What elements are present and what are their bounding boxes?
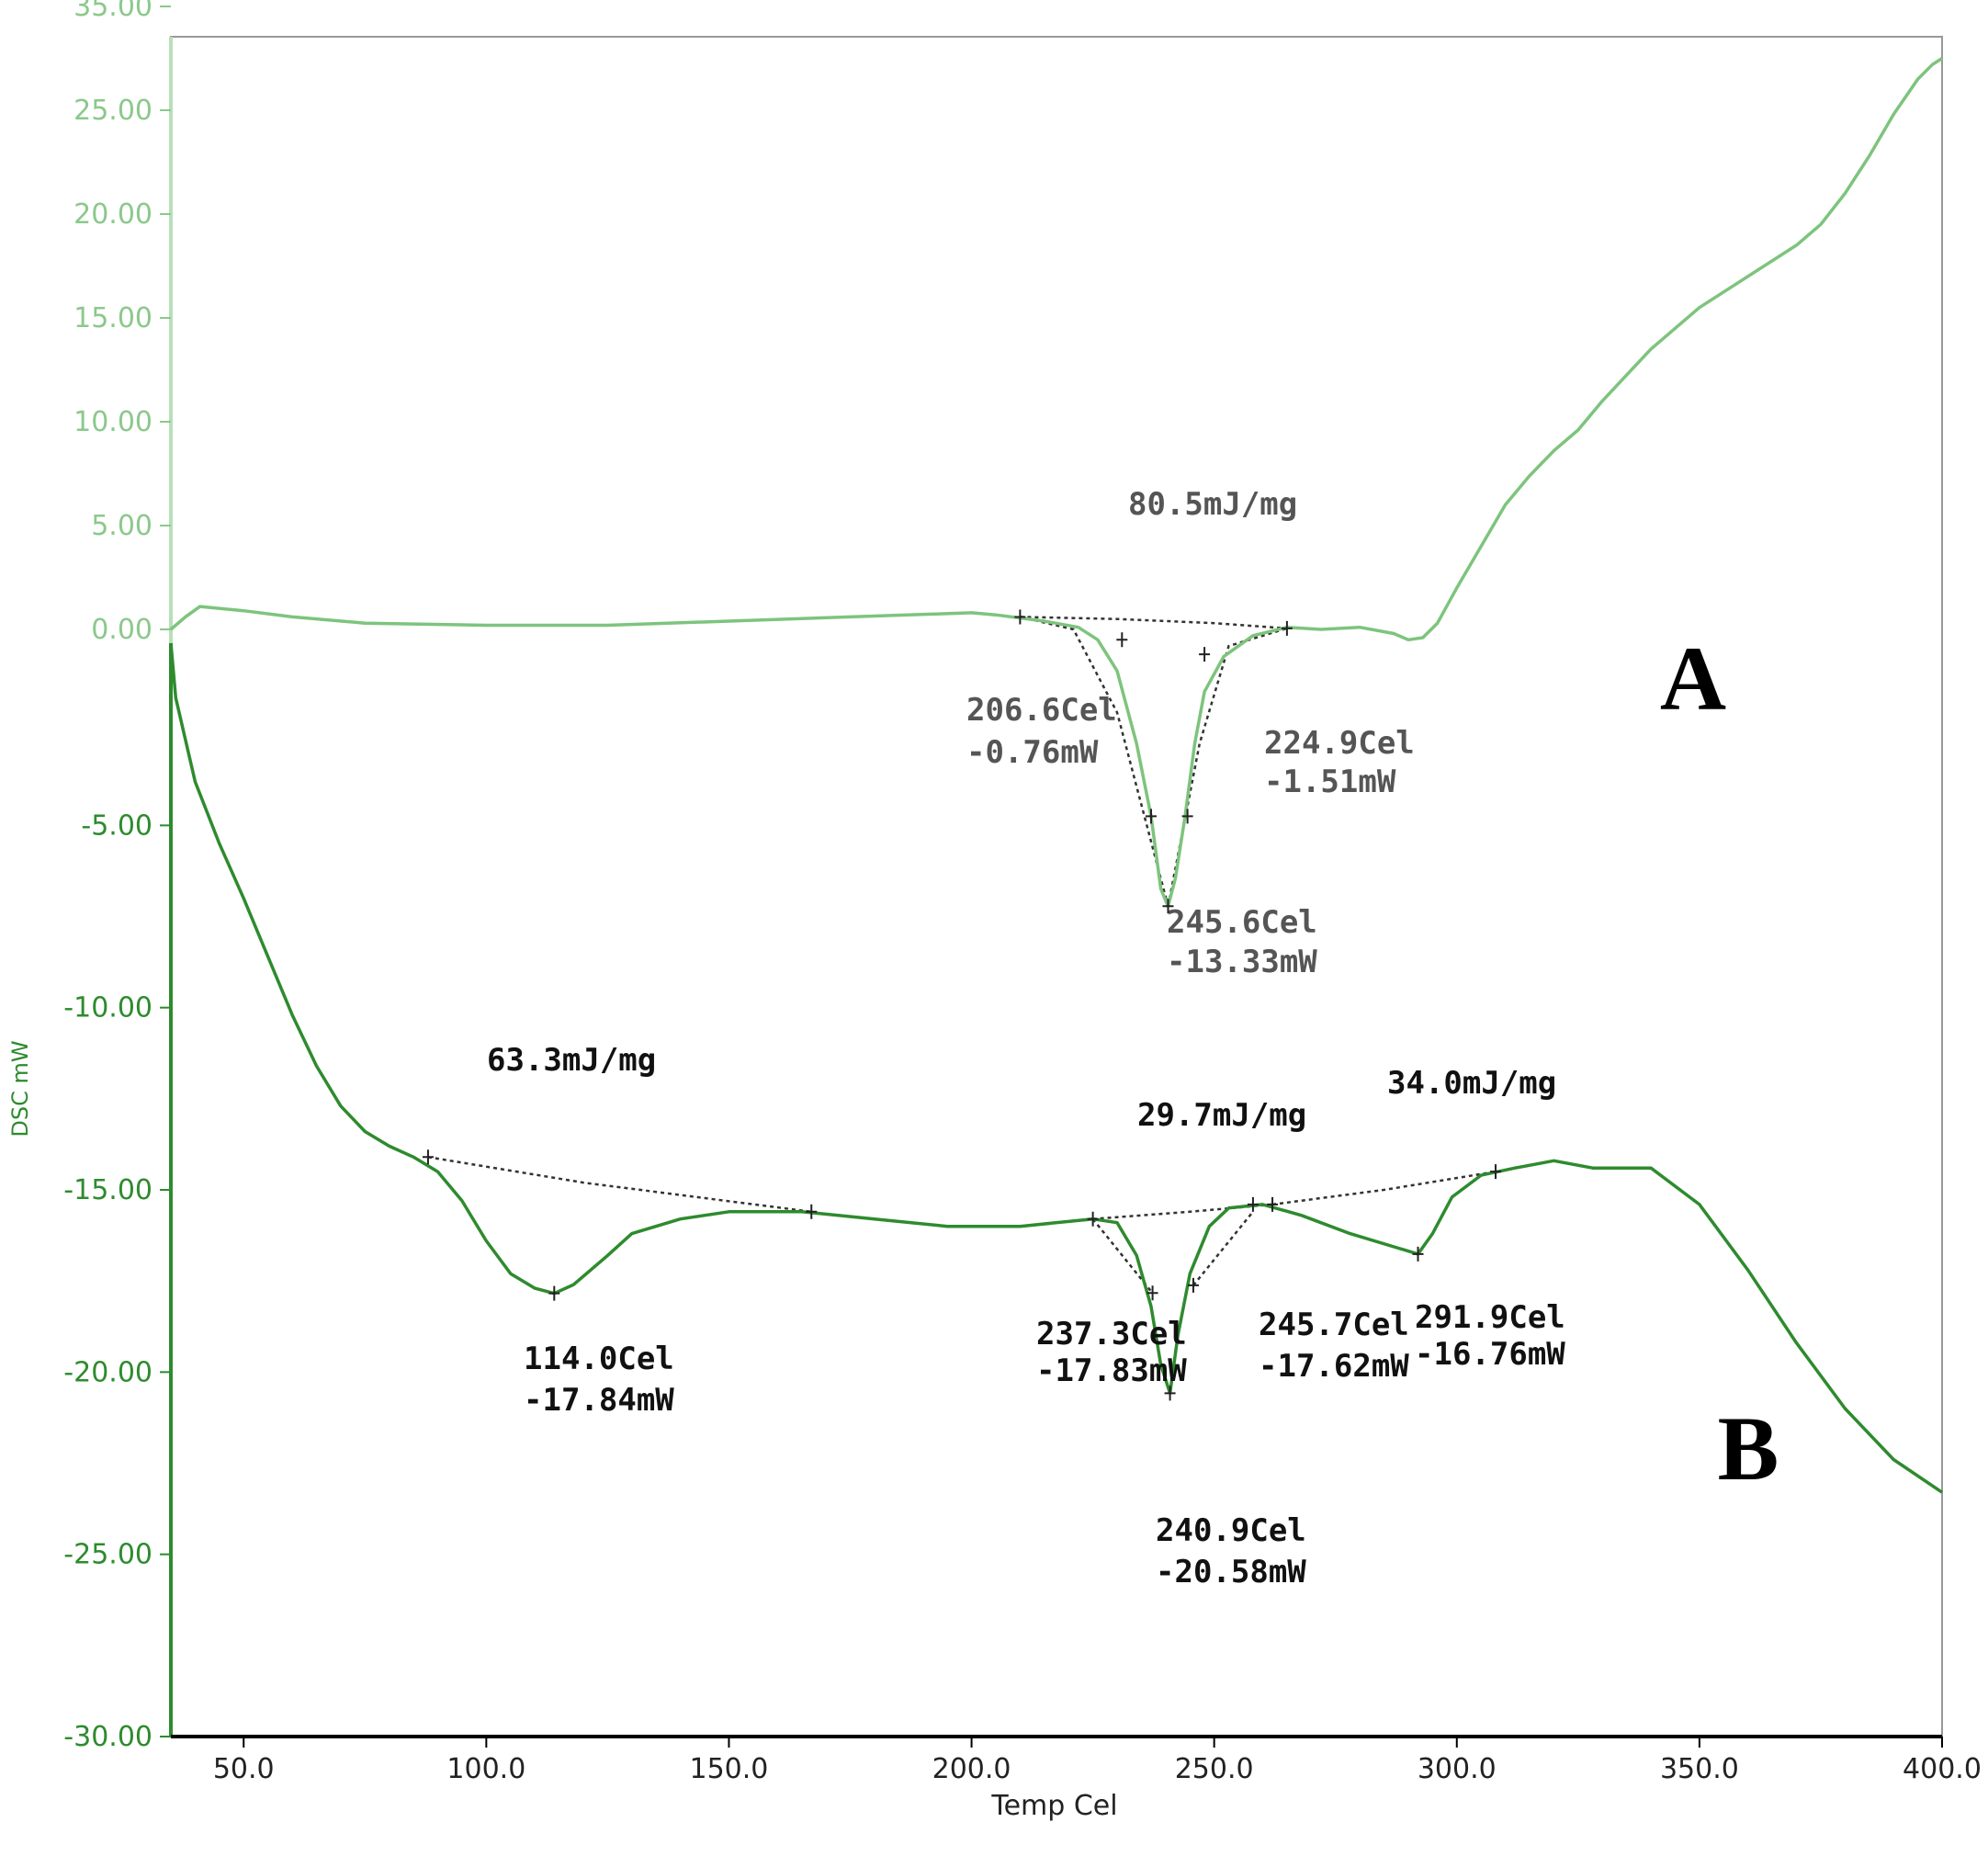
baseline-b-peak1 [427, 1156, 812, 1214]
y-tick-a-label: 15.00 [73, 302, 152, 334]
y-tick-a-label: 5.00 [91, 510, 152, 542]
marker-b [1490, 1164, 1502, 1180]
y-tick-b-label: -15.00 [63, 1174, 152, 1206]
annotation-b-onset2-temp: 237.3Cel [1036, 1316, 1187, 1352]
marker-a [1162, 899, 1174, 914]
annotation-b-peak2-temp: 240.9Cel [1156, 1512, 1306, 1549]
baseline-b-peak3 [1271, 1170, 1497, 1206]
marker-b [422, 1149, 434, 1165]
y-tick-a-label: 25.00 [73, 95, 152, 127]
x-tick-label: 400.0 [1903, 1753, 1982, 1785]
annotation-b-enthalpy-2: 29.7mJ/mg [1137, 1097, 1306, 1134]
marker-b [1087, 1211, 1099, 1227]
annotation-b-endset2-val: -17.62mW [1259, 1348, 1409, 1385]
annotation-b-enthalpy-3: 34.0mJ/mg [1387, 1065, 1556, 1102]
annotation-b-peak1-val: -17.84mW [524, 1382, 674, 1419]
y-tick-b-label: -10.00 [63, 992, 152, 1024]
baseline-b-peak2 [1092, 1203, 1273, 1220]
marker-b [1146, 1285, 1158, 1301]
annotation-b-endset2-temp: 245.7Cel [1259, 1307, 1409, 1343]
annotation-a-peak-val: -13.33mW [1167, 944, 1317, 980]
marker-b [1187, 1277, 1199, 1293]
series-a-line [169, 57, 1943, 909]
panel-label-b: B [1718, 1398, 1779, 1500]
annotation-b-peak3-temp: 291.9Cel [1415, 1299, 1565, 1336]
y-ticks-a: 35.00 25.00 20.00 15.00 10.00 5.00 0.00 [73, 0, 171, 646]
marker-a [1116, 632, 1128, 648]
annotation-a-endset-temp: 224.9Cel [1264, 725, 1415, 762]
marker-a [1199, 647, 1211, 662]
curve-markers [422, 609, 1502, 1401]
annotation-b-onset2-val: -17.83mW [1036, 1352, 1187, 1389]
marker-b [1412, 1246, 1424, 1262]
marker-a [1181, 809, 1193, 824]
marker-b [1247, 1196, 1259, 1212]
x-ticks: 50.0 100.0 150.0 200.0 250.0 300.0 350.0 400.0 [213, 1737, 1982, 1785]
annotation-a-onset-val: -0.76mW [966, 734, 1099, 771]
y-axis-title: DSC mW [7, 1040, 33, 1137]
annotation-b-enthalpy-1: 63.3mJ/mg [487, 1042, 656, 1079]
x-tick-label: 350.0 [1660, 1753, 1739, 1785]
annotation-a-enthalpy: 80.5mJ/mg [1128, 486, 1297, 523]
x-axis-title: Temp Cel [990, 1790, 1117, 1822]
x-tick-label: 100.0 [446, 1753, 525, 1785]
annotation-b-peak2-val: -20.58mW [1156, 1554, 1306, 1590]
y-tick-b-label: -20.00 [63, 1356, 152, 1388]
y-tick-b-label: -5.00 [81, 809, 152, 842]
y-ticks-b: -5.00 -10.00 -15.00 -20.00 -25.00 -30.00 [63, 809, 171, 1753]
x-tick-label: 150.0 [690, 1753, 769, 1785]
marker-b [806, 1204, 818, 1219]
x-tick-label: 50.0 [213, 1753, 275, 1785]
y-tick-a-label: 20.00 [73, 198, 152, 231]
annotation-b-peak3-val: -16.76mW [1415, 1336, 1565, 1373]
y-tick-a-label: 35.00 [73, 0, 152, 23]
marker-a [1146, 809, 1157, 824]
annotation-a-endset-val: -1.51mW [1264, 764, 1396, 800]
annotation-b-peak1-temp: 114.0Cel [524, 1341, 674, 1377]
y-tick-a-label: 0.00 [91, 614, 152, 646]
x-tick-label: 250.0 [1175, 1753, 1254, 1785]
baseline-a-peak [1020, 616, 1287, 630]
panel-label-a: A [1660, 628, 1726, 730]
y-tick-a-label: 10.00 [73, 406, 152, 438]
marker-b [548, 1285, 560, 1301]
annotation-a-onset-temp: 206.6Cel [966, 692, 1117, 729]
annotation-a-peak-temp: 245.6Cel [1167, 904, 1317, 941]
marker-b [1164, 1386, 1176, 1401]
x-tick-label: 300.0 [1418, 1753, 1497, 1785]
x-tick-label: 200.0 [932, 1753, 1011, 1785]
marker-a [1014, 609, 1026, 625]
marker-b [1267, 1196, 1279, 1212]
baseline-b-peak2-onset [1091, 1217, 1154, 1295]
y-tick-b-label: -30.00 [63, 1721, 152, 1753]
marker-a [1281, 620, 1293, 636]
baseline-b-peak2-endset [1192, 1211, 1254, 1286]
y-tick-b-label: -25.00 [63, 1539, 152, 1571]
